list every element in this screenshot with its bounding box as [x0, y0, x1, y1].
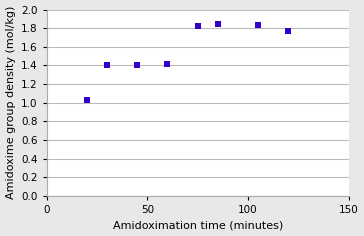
Point — [195, 25, 201, 28]
Point — [285, 29, 291, 33]
X-axis label: Amidoximation time (minutes): Amidoximation time (minutes) — [112, 220, 283, 230]
Point — [165, 62, 170, 65]
Y-axis label: Amidoxime group density (mol/kg): Amidoxime group density (mol/kg) — [5, 6, 16, 199]
Point — [255, 24, 261, 27]
Point — [134, 63, 140, 66]
Point — [104, 63, 110, 67]
Point — [84, 98, 90, 102]
Point — [215, 23, 221, 26]
